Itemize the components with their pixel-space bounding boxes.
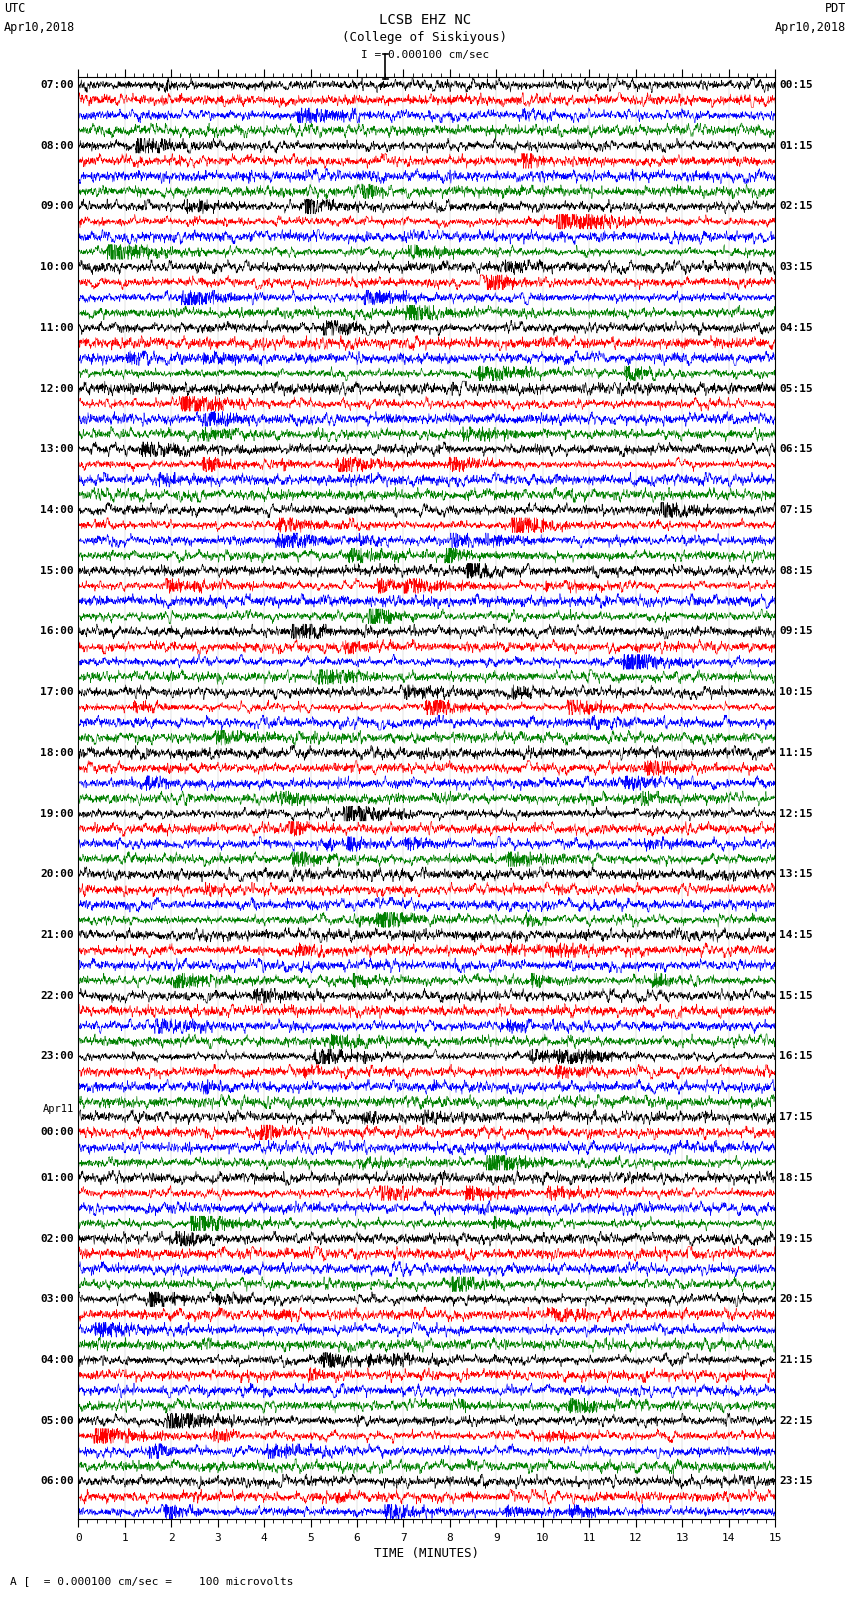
Text: LCSB EHZ NC: LCSB EHZ NC [379,13,471,27]
Text: 01:15: 01:15 [779,140,813,150]
Text: 08:15: 08:15 [779,566,813,576]
Text: 17:00: 17:00 [40,687,74,697]
Text: 15:15: 15:15 [779,990,813,1000]
Text: 19:15: 19:15 [779,1234,813,1244]
Text: 08:00: 08:00 [40,140,74,150]
Text: 12:15: 12:15 [779,808,813,819]
Text: 00:15: 00:15 [779,81,813,90]
Text: A [  = 0.000100 cm/sec =    100 microvolts: A [ = 0.000100 cm/sec = 100 microvolts [10,1576,294,1586]
Text: 16:15: 16:15 [779,1052,813,1061]
Text: 06:15: 06:15 [779,444,813,455]
Text: Apr11: Apr11 [42,1103,74,1115]
Text: 01:00: 01:00 [40,1173,74,1182]
Text: 13:15: 13:15 [779,869,813,879]
Text: 03:00: 03:00 [40,1294,74,1305]
Text: Apr10,2018: Apr10,2018 [774,21,846,34]
Text: 10:00: 10:00 [40,263,74,273]
Text: 23:15: 23:15 [779,1476,813,1487]
Text: PDT: PDT [824,2,846,15]
Text: 22:00: 22:00 [40,990,74,1000]
Text: 18:15: 18:15 [779,1173,813,1182]
Text: 05:15: 05:15 [779,384,813,394]
Text: 23:00: 23:00 [40,1052,74,1061]
Text: UTC: UTC [4,2,26,15]
Text: 02:00: 02:00 [40,1234,74,1244]
Text: 16:00: 16:00 [40,626,74,637]
Text: 11:15: 11:15 [779,748,813,758]
Text: 04:15: 04:15 [779,323,813,332]
Text: I = 0.000100 cm/sec: I = 0.000100 cm/sec [361,50,489,60]
Text: 13:00: 13:00 [40,444,74,455]
Text: 03:15: 03:15 [779,263,813,273]
Text: 18:00: 18:00 [40,748,74,758]
Text: 10:15: 10:15 [779,687,813,697]
Text: 21:15: 21:15 [779,1355,813,1365]
Text: 20:00: 20:00 [40,869,74,879]
Text: 15:00: 15:00 [40,566,74,576]
Text: 21:00: 21:00 [40,931,74,940]
Text: 04:00: 04:00 [40,1355,74,1365]
Text: 14:00: 14:00 [40,505,74,515]
Text: 07:00: 07:00 [40,81,74,90]
Text: 20:15: 20:15 [779,1294,813,1305]
Text: 14:15: 14:15 [779,931,813,940]
Text: 02:15: 02:15 [779,202,813,211]
Text: 19:00: 19:00 [40,808,74,819]
Text: 17:15: 17:15 [779,1113,813,1123]
X-axis label: TIME (MINUTES): TIME (MINUTES) [374,1547,479,1560]
Text: 09:00: 09:00 [40,202,74,211]
Text: 12:00: 12:00 [40,384,74,394]
Text: 22:15: 22:15 [779,1416,813,1426]
Text: (College of Siskiyous): (College of Siskiyous) [343,31,507,44]
Text: 00:00: 00:00 [40,1127,74,1137]
Text: Apr10,2018: Apr10,2018 [4,21,76,34]
Text: 07:15: 07:15 [779,505,813,515]
Text: 11:00: 11:00 [40,323,74,332]
Text: 05:00: 05:00 [40,1416,74,1426]
Text: 06:00: 06:00 [40,1476,74,1487]
Text: 09:15: 09:15 [779,626,813,637]
